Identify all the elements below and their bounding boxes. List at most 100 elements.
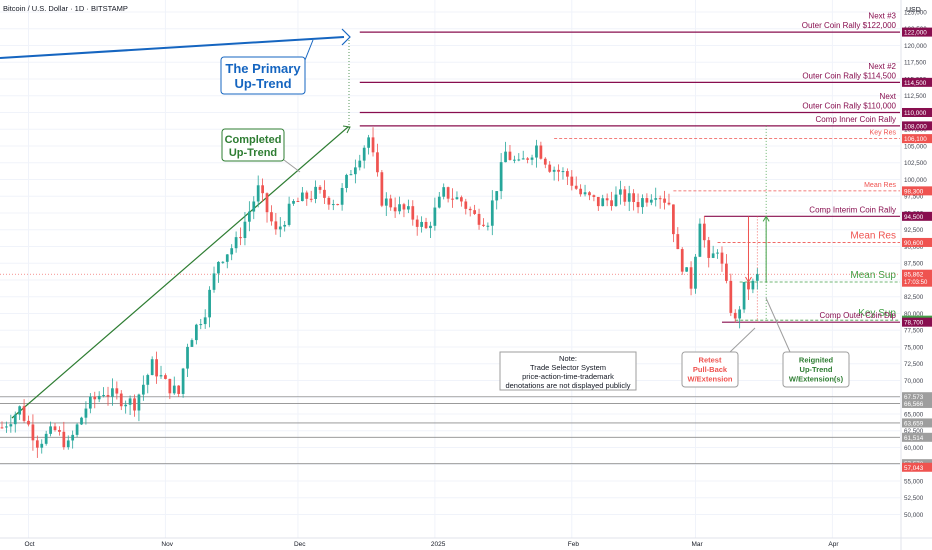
candle-body	[583, 192, 587, 195]
level-badge-text: 114,500	[904, 80, 927, 87]
candle-body	[353, 167, 357, 175]
level-badge	[902, 77, 932, 87]
candle-body	[548, 164, 552, 172]
candle-body	[58, 430, 61, 432]
candle-body	[451, 198, 454, 200]
candle-body	[323, 189, 326, 198]
candle-body	[128, 398, 132, 405]
price-badge-text: 57,043	[904, 465, 924, 472]
candle-body	[504, 151, 507, 163]
time-tick-label: 2025	[431, 541, 446, 548]
reignited-box	[782, 351, 850, 388]
currency-label: USD	[906, 7, 921, 14]
note-text: price-action-time-trademark	[522, 372, 614, 381]
candle-body	[614, 194, 618, 207]
level-badge	[902, 121, 932, 131]
price-tick-label: 70,000	[904, 378, 924, 385]
price-badge-text: 85,862	[904, 272, 924, 279]
candle-body	[446, 187, 450, 199]
time-axis[interactable]: Oct Nov Dec 2025 Feb Mar Apr	[25, 541, 840, 548]
retest-callout	[729, 327, 756, 353]
price-tick-label: 117,500	[904, 60, 927, 67]
completed-uptrend-box	[221, 128, 285, 162]
price-tick-label: 90,000	[904, 244, 924, 251]
candle-body	[164, 375, 167, 379]
candle-body	[729, 280, 733, 313]
candle-body	[645, 198, 649, 203]
candle-body	[40, 443, 44, 448]
candle-body	[738, 309, 742, 319]
candle-body	[49, 426, 52, 434]
candle-body	[252, 201, 256, 212]
candle-body	[172, 385, 176, 394]
candle-body	[278, 226, 282, 230]
level-text: Mean Res	[864, 182, 896, 189]
price-tick-label: 102,500	[904, 160, 927, 167]
candle-body	[106, 395, 110, 397]
candle-body	[221, 261, 225, 263]
candle-body	[442, 187, 446, 197]
candle-body	[75, 424, 79, 435]
candle-body	[384, 198, 388, 206]
candle-body	[755, 274, 759, 281]
grey-level-badge	[902, 398, 932, 408]
trend-lines	[0, 28, 770, 419]
candle-body	[636, 202, 640, 208]
level-text: Outer Coin Rally $114,500	[802, 71, 896, 80]
candle-body	[508, 151, 512, 160]
completed-uptrend-text: Completed	[225, 134, 282, 146]
candle-body	[287, 203, 291, 225]
level-text: Outer Coin Rally $122,000	[802, 21, 897, 30]
candle-body	[150, 359, 154, 376]
candle-body	[605, 198, 609, 201]
candle-body	[133, 398, 136, 411]
candle-body	[217, 261, 220, 274]
retest-text: Pull-Back	[693, 365, 728, 374]
candle-body	[208, 289, 211, 318]
candle-body	[543, 158, 547, 165]
level-text: Next	[880, 92, 897, 101]
grey-level-badge	[902, 432, 932, 442]
candle-body	[654, 198, 658, 200]
primary-trend-arrowhead	[341, 28, 351, 46]
level-badge	[902, 211, 932, 221]
note-text: denotations are not displayed publicly	[505, 381, 630, 390]
level-badge-text: 122,000	[904, 30, 927, 37]
time-tick-label: Apr	[828, 541, 839, 548]
candle-body	[27, 420, 30, 425]
candle-body	[747, 282, 750, 290]
candle-body	[318, 186, 322, 190]
candle-body	[725, 263, 728, 281]
candle-body	[115, 388, 119, 394]
candle-body	[239, 237, 242, 239]
price-badge-subtext: 17:03:50	[904, 280, 928, 286]
level-text: Next #2	[868, 62, 896, 71]
candle-body	[296, 200, 300, 202]
candle-body	[309, 198, 313, 200]
level-badge-text: 94,500	[904, 214, 924, 221]
candle-body	[402, 204, 406, 210]
candle-body	[460, 197, 463, 202]
level-text: Key Res	[870, 130, 897, 137]
candle-body	[424, 221, 428, 229]
candle-body	[111, 388, 114, 397]
candle-body	[292, 200, 295, 204]
candle-body	[314, 186, 317, 199]
candle-body	[199, 324, 203, 326]
candle-body	[517, 159, 521, 161]
completed-trend-line	[11, 126, 349, 419]
candle-body	[371, 137, 375, 153]
candle-body	[349, 174, 353, 176]
candle-body	[124, 404, 128, 407]
candle-body	[698, 223, 702, 257]
price-tick-label: 72,500	[904, 361, 924, 368]
candle-body	[601, 198, 605, 207]
time-tick-label: Mar	[691, 541, 703, 548]
candle-body	[212, 273, 216, 290]
candle-body	[482, 224, 485, 226]
candle-body	[513, 159, 516, 161]
price-tick-label: 105,000	[904, 143, 927, 150]
price-tick-label: 77,500	[904, 328, 924, 335]
price-tick-label: 52,500	[904, 495, 924, 502]
